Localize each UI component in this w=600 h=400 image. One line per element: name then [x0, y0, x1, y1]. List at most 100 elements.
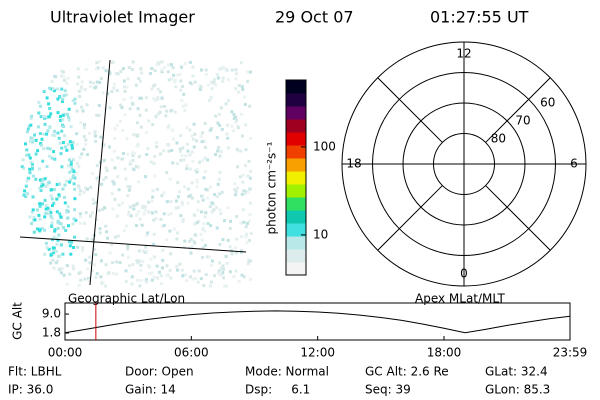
- image-pixel: [152, 162, 156, 166]
- image-pixel: [124, 224, 128, 228]
- image-pixel: [136, 143, 140, 147]
- image-pixel: [130, 275, 134, 279]
- image-pixel: [176, 73, 180, 77]
- image-pixel: [38, 217, 42, 221]
- image-pixel: [213, 193, 217, 197]
- image-pixel: [131, 154, 135, 158]
- image-pixel: [146, 231, 150, 235]
- image-pixel: [188, 239, 192, 243]
- image-pixel: [53, 229, 57, 233]
- image-pixel: [25, 179, 29, 183]
- image-pixel: [224, 102, 228, 106]
- image-pixel: [124, 280, 128, 283]
- image-pixel: [155, 187, 159, 191]
- image-pixel: [218, 271, 222, 274]
- image-pixel: [145, 249, 149, 253]
- image-pixel: [179, 88, 183, 92]
- image-pixel: [204, 68, 208, 72]
- image-pixel: [38, 204, 42, 208]
- image-pixel: [173, 78, 177, 82]
- image-pixel: [156, 87, 160, 91]
- image-pixel: [21, 158, 25, 162]
- image-pixel: [65, 282, 69, 286]
- image-pixel: [132, 168, 136, 172]
- image-pixel: [76, 245, 80, 249]
- image-pixel: [126, 184, 130, 188]
- image-pixel: [237, 279, 241, 283]
- image-pixel: [131, 158, 135, 162]
- image-pixel: [128, 185, 132, 189]
- image-pixel: [66, 205, 70, 209]
- color-step: [286, 197, 306, 211]
- image-pixel: [61, 187, 65, 191]
- image-pixel: [183, 109, 187, 113]
- image-pixel: [67, 107, 71, 111]
- image-pixel: [202, 284, 206, 287]
- y-axis-label: GC Alt: [11, 302, 25, 340]
- image-pixel: [160, 194, 164, 198]
- status-field: Dsp: 6.1: [245, 383, 310, 397]
- diagonal: [485, 77, 551, 143]
- image-pixel: [72, 182, 76, 186]
- image-pixel: [200, 194, 204, 198]
- image-pixel: [137, 180, 141, 184]
- image-pixel: [129, 214, 133, 218]
- image-pixel: [214, 83, 218, 87]
- image-pixel: [198, 87, 202, 91]
- image-pixel: [246, 190, 250, 194]
- image-pixel: [137, 249, 141, 253]
- image-pixel: [134, 83, 138, 87]
- color-step: [286, 171, 306, 185]
- image-pixel: [161, 248, 165, 252]
- image-pixel: [47, 115, 51, 119]
- image-pixel: [72, 246, 75, 249]
- image-pixel: [105, 169, 109, 173]
- image-pixel: [200, 238, 204, 242]
- image-pixel: [191, 65, 195, 69]
- image-pixel: [192, 145, 196, 149]
- image-pixel: [160, 70, 164, 74]
- image-pixel: [73, 235, 76, 239]
- image-pixel: [70, 143, 74, 147]
- image-pixel: [176, 195, 180, 199]
- image-pixel: [121, 253, 125, 257]
- image-pixel: [117, 234, 120, 238]
- image-pixel: [170, 63, 173, 67]
- image-pixel: [77, 89, 81, 93]
- image-pixel: [241, 208, 245, 212]
- image-pixel: [78, 221, 82, 225]
- image-pixel: [175, 237, 179, 241]
- image-pixel: [165, 109, 169, 113]
- image-pixel: [34, 177, 38, 181]
- image-pixel: [52, 235, 56, 239]
- image-pixel: [127, 213, 131, 217]
- image-pixel: [192, 269, 196, 273]
- image-pixel: [248, 213, 252, 216]
- image-pixel: [43, 115, 47, 118]
- image-pixel: [218, 123, 222, 127]
- image-pixel: [191, 137, 195, 141]
- image-pixel: [46, 182, 50, 186]
- image-pixel: [69, 252, 73, 256]
- image-pixel: [234, 115, 237, 119]
- image-pixel: [126, 194, 130, 198]
- image-pixel: [218, 154, 222, 158]
- image-pixel: [121, 128, 125, 132]
- status-field: Gain: 14: [125, 383, 176, 397]
- image-pixel: [249, 70, 252, 74]
- image-pixel: [69, 160, 73, 164]
- image-pixel: [43, 198, 47, 202]
- image-pixel: [180, 268, 184, 272]
- image-pixel: [90, 211, 94, 215]
- image-pixel: [185, 126, 189, 130]
- image-pixel: [63, 78, 66, 82]
- image-pixel: [149, 160, 153, 164]
- image-pixel: [215, 195, 219, 199]
- image-pixel: [233, 188, 236, 191]
- image-pixel: [151, 123, 155, 126]
- image-pixel: [87, 278, 91, 282]
- image-pixel: [169, 212, 173, 216]
- image-pixel: [104, 284, 107, 288]
- image-pixel: [51, 133, 55, 137]
- image-pixel: [136, 107, 140, 111]
